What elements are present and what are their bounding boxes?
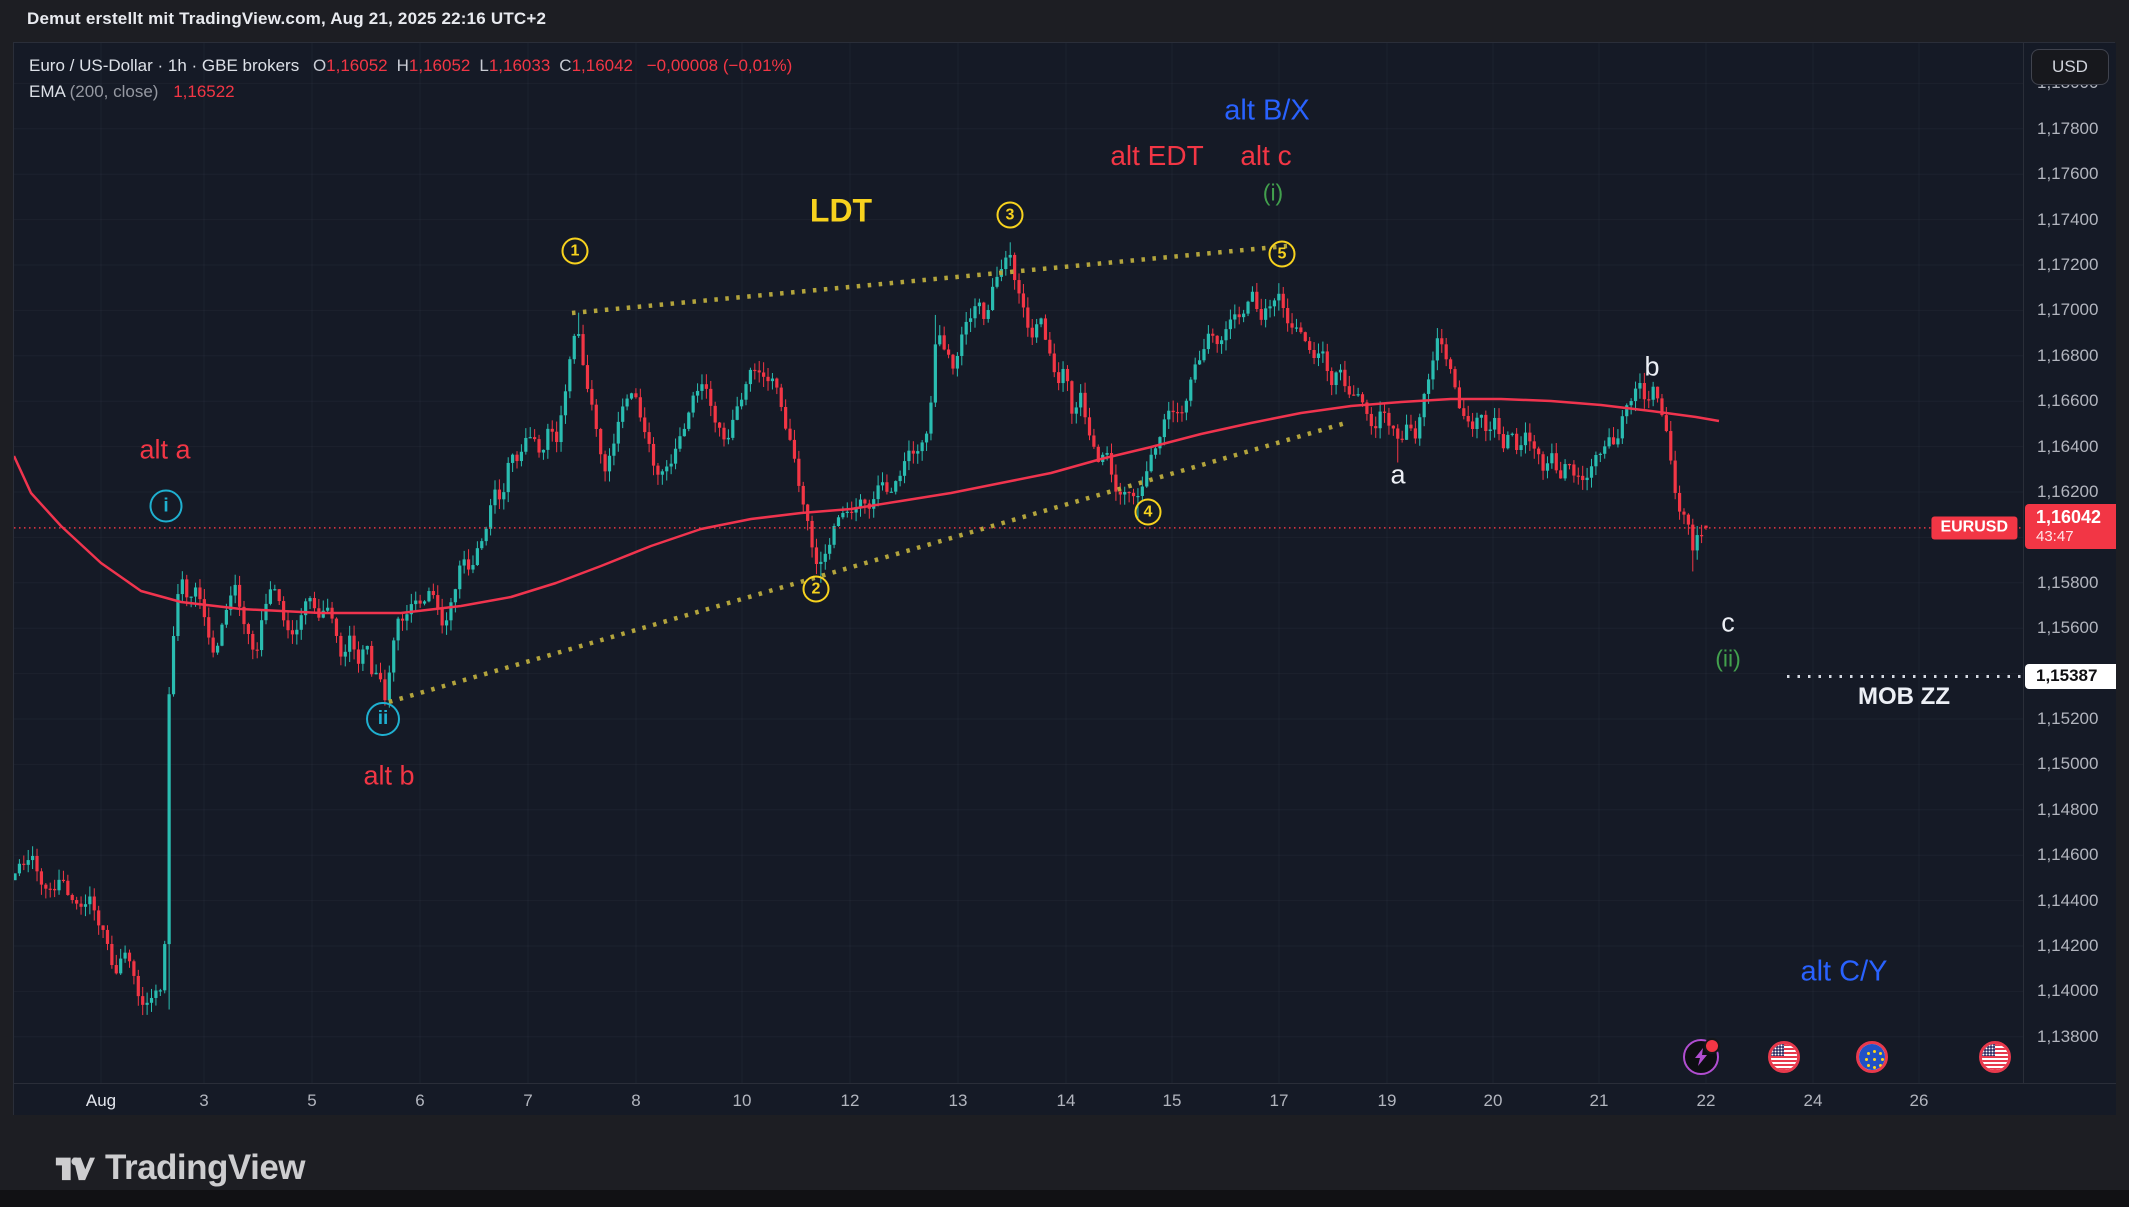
annotation-alt-a[interactable]: alt a	[139, 434, 191, 465]
tradingview-logo[interactable]: TradingView	[55, 1148, 306, 1188]
last-price-tag[interactable]: 1,16042 43:47	[2025, 503, 2116, 549]
time-tick-label: 21	[1589, 1091, 1609, 1110]
annotation-wave-c[interactable]: c	[1721, 607, 1735, 638]
price-tick-label: 1,17400	[2037, 209, 2099, 229]
price-tick-label: 1,17000	[2037, 300, 2099, 320]
ohlc-value: 1,16033	[488, 56, 551, 75]
time-tick-label: 12	[840, 1091, 860, 1110]
currency-toggle-button[interactable]: USD	[2031, 49, 2109, 85]
chart-legend: Euro / US-Dollar · 1h · GBE brokers O1,1…	[29, 53, 792, 105]
price-tick-label: 1,14800	[2037, 799, 2099, 819]
price-tick-label: 1,16200	[2037, 482, 2099, 501]
annotation-alt-edt[interactable]: alt EDT	[1110, 140, 1204, 171]
price-tick-label: 1,17600	[2037, 164, 2099, 184]
annotation-wave-2[interactable]: 2	[802, 575, 830, 603]
symbol-legend-row[interactable]: Euro / US-Dollar · 1h · GBE brokers O1,1…	[29, 53, 792, 79]
candlestick-canvas[interactable]	[14, 43, 2023, 1083]
us-flag-event-icon[interactable]	[1768, 1041, 1800, 1073]
chart-window: Euro / US-Dollar · 1h · GBE brokers O1,1…	[13, 42, 2116, 1116]
economic-event-icon[interactable]	[1683, 1038, 1720, 1075]
ohlc-value: 1,16052	[408, 56, 471, 75]
time-tick-label: 6	[415, 1091, 425, 1110]
time-tick-label: 8	[631, 1091, 641, 1110]
bar-countdown: 43:47	[2036, 527, 2074, 545]
annotation-wave-4[interactable]: 4	[1134, 498, 1162, 526]
annotation-ldt[interactable]: LDT	[809, 192, 873, 229]
change-value: −0,00008 (−0,01%)	[646, 56, 793, 75]
tradingview-logo-text: TradingView	[105, 1148, 306, 1187]
ohlc-letter: C	[559, 56, 572, 75]
price-tick-label: 1,14400	[2037, 890, 2099, 910]
annotation-wave-a[interactable]: a	[1390, 459, 1406, 490]
eu-flag-event-icon[interactable]	[1856, 1041, 1888, 1073]
ohlc-letter: O	[312, 56, 327, 75]
time-axis[interactable]: Aug 3 5 6 7 8 10 12 13 14 15 17 19 20 21 22 24 26	[14, 1083, 2116, 1116]
annotation-wave-i-circled[interactable]: i	[149, 489, 183, 523]
time-tick-label: 26	[1909, 1091, 1929, 1110]
price-tick-label: 1,14000	[2037, 981, 2099, 1001]
ohlc-letter: L	[479, 56, 489, 75]
ohlc-value: 1,16042	[571, 56, 634, 75]
ohlc-values: O1,16052 H1,16052 L1,16033 C1,16042	[304, 56, 633, 75]
last-price-value: 1,16042	[2036, 506, 2102, 527]
time-tick-label: 5	[307, 1091, 317, 1110]
notification-dot	[1704, 1038, 1720, 1054]
price-tick-label: 1,14200	[2037, 936, 2099, 955]
annotation-wave-ii-circled[interactable]: ii	[366, 702, 400, 736]
price-tick-label: 1,16600	[2037, 391, 2099, 411]
time-tick-label: 15	[1162, 1091, 1182, 1110]
target-price-tag[interactable]: 1,15387	[2025, 663, 2116, 689]
price-axis[interactable]: USD 1,180001,178001,176001,174001,172001…	[2023, 43, 2116, 1083]
symbol-title[interactable]: Euro / US-Dollar · 1h · GBE brokers	[29, 56, 300, 75]
annotation-sub-ii[interactable]: (ii)	[1715, 645, 1741, 672]
tradingview-logo-icon	[55, 1157, 95, 1181]
time-tick-label: 7	[523, 1091, 533, 1110]
ohlc-letter: H	[396, 56, 409, 75]
annotation-mob-zz[interactable]: MOB ZZ	[1858, 683, 1950, 710]
annotation-wave-1[interactable]: 1	[561, 237, 589, 265]
bottom-edge-bar	[0, 1190, 2129, 1207]
price-tick-label: 1,13800	[2037, 1026, 2099, 1046]
time-tick-label: 17	[1269, 1091, 1289, 1110]
annotation-alt-b[interactable]: alt b	[363, 760, 415, 791]
price-tick-label: 1,16400	[2037, 436, 2099, 456]
time-tick-label: 14	[1056, 1091, 1076, 1110]
watermark-title: Demut erstellt mit TradingView.com, Aug …	[27, 9, 547, 28]
annotation-alt-cy[interactable]: alt C/Y	[1800, 955, 1888, 988]
annotation-alt-c[interactable]: alt c	[1240, 140, 1292, 171]
price-tick-label: 1,15600	[2037, 618, 2099, 638]
time-tick-label: 3	[199, 1091, 209, 1110]
annotation-wave-3[interactable]: 3	[996, 201, 1024, 229]
time-tick-label: Aug	[85, 1091, 117, 1110]
price-tick-label: 1,17200	[2037, 255, 2099, 274]
ohlc-value: 1,16052	[326, 56, 388, 75]
us-flag-event-icon-2[interactable]	[1979, 1041, 2011, 1073]
indicator-args: (200, close)	[64, 82, 159, 101]
indicator-legend-row[interactable]: EMA (200, close) 1,16522	[29, 79, 792, 105]
indicator-value: 1,16522	[173, 82, 235, 101]
annotation-sub-i[interactable]: (i)	[1262, 179, 1284, 206]
price-tick-label: 1,17800	[2037, 118, 2099, 138]
annotation-wave-b[interactable]: b	[1644, 351, 1660, 382]
watermark-strip: Demut erstellt mit TradingView.com, Aug …	[0, 0, 2129, 42]
chart-plot-area[interactable]: Euro / US-Dollar · 1h · GBE brokers O1,1…	[14, 43, 2023, 1083]
time-tick-label: 22	[1696, 1091, 1716, 1110]
time-tick-label: 24	[1803, 1091, 1823, 1110]
indicator-name[interactable]: EMA	[29, 82, 65, 101]
annotation-wave-5[interactable]: 5	[1268, 240, 1296, 268]
symbol-price-flag[interactable]: EURUSD	[1931, 516, 2017, 540]
time-tick-label: 10	[732, 1091, 752, 1110]
time-tick-label: 19	[1377, 1091, 1397, 1110]
annotation-alt-bx[interactable]: alt B/X	[1224, 94, 1310, 127]
price-tick-label: 1,15800	[2037, 572, 2099, 592]
time-tick-label: 20	[1483, 1091, 1503, 1110]
time-tick-label: 13	[948, 1091, 968, 1110]
price-tick-label: 1,15200	[2037, 709, 2099, 728]
price-tick-label: 1,14600	[2037, 845, 2099, 865]
price-tick-label: 1,15000	[2037, 754, 2099, 774]
price-tick-label: 1,16800	[2037, 345, 2099, 365]
